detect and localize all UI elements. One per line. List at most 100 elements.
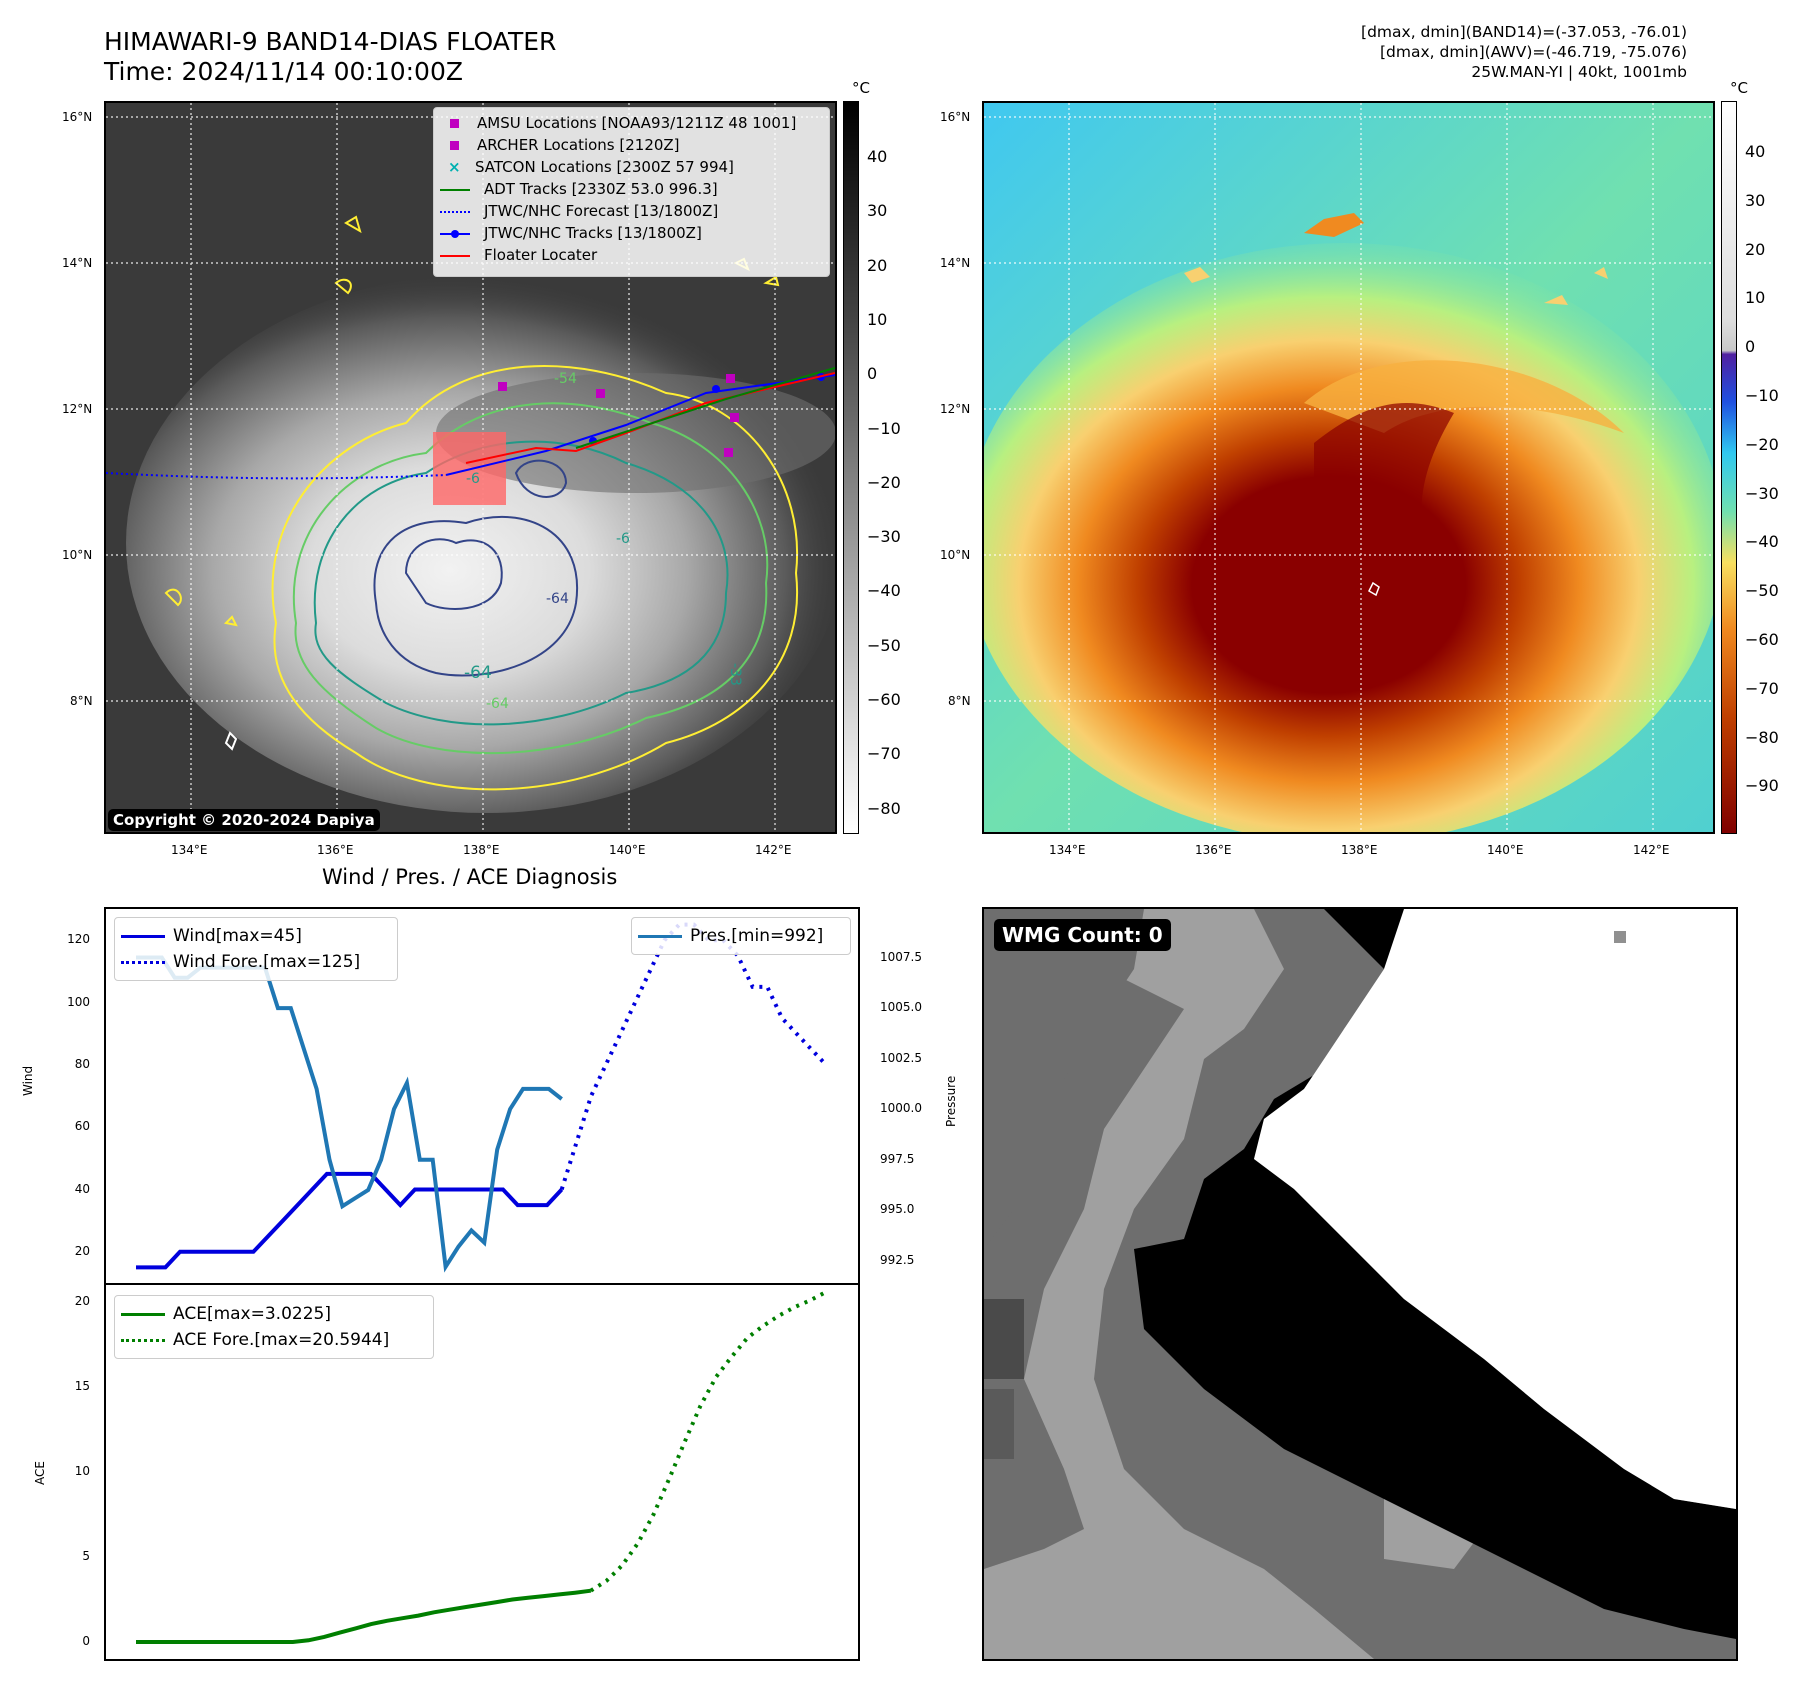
right-colorbar-tick-3: 10 — [1745, 288, 1766, 308]
awv-lat-label-10: 10°N — [940, 548, 971, 562]
left-colorbar-tick-5: −10 — [867, 418, 901, 438]
diagnosis-title: Wind / Pres. / ACE Diagnosis — [322, 865, 618, 889]
contour-label-3: -6 — [466, 471, 480, 487]
figure-title-line1: HIMAWARI-9 BAND14-DIAS FLOATER — [104, 27, 557, 56]
left-colorbar-tick-10: −60 — [867, 690, 901, 709]
ace-tick-1: 15 — [74, 1379, 90, 1393]
ace-tick-4: 0 — [82, 1634, 90, 1648]
right-colorbar-unit: °C — [1730, 79, 1748, 97]
right-colorbar-tick-11: −70 — [1745, 678, 1779, 698]
pressure-line — [136, 955, 563, 1273]
legend-amsu: AMSU Locations [NOAA93/1211Z 48 1001] — [450, 114, 796, 132]
awv-lat-label-16: 16°N — [940, 110, 971, 124]
legend-tracks: JTWC/NHC Tracks [13/1800Z] — [440, 224, 702, 242]
wind-tick-3: 60 — [74, 1119, 90, 1134]
map-legend: AMSU Locations [NOAA93/1211Z 48 1001] AR… — [433, 107, 830, 277]
lon-label-140: 140°E — [609, 843, 646, 857]
dmax-band14-label: [dmax, dmin](BAND14)=(-37.053, -76.01) — [1361, 23, 1687, 41]
right-colorbar-tick-8: −40 — [1745, 532, 1779, 552]
left-colorbar-tick-1: 30 — [867, 201, 888, 221]
legend-archer: ARCHER Locations [2120Z] — [450, 136, 680, 154]
awv-lon-label-138: 138°E — [1341, 843, 1378, 857]
lat-label-8: 8°N — [70, 694, 93, 708]
ace-observed-line — [136, 1588, 592, 1644]
ace-axis-label: ACE — [33, 1461, 47, 1485]
contour-label-7: -33 — [727, 663, 743, 686]
wind-legend-forecast: Wind Fore.[max=125] — [121, 952, 360, 972]
pressure-tick-0: 1007.5 — [880, 949, 922, 964]
awv-lon-label-140: 140°E — [1487, 843, 1524, 857]
left-colorbar — [843, 101, 859, 834]
left-colorbar-tick-4: 0 — [867, 364, 878, 384]
left-colorbar-tick-11: −70 — [867, 744, 901, 764]
left-colorbar-tick-0: 40 — [867, 147, 888, 166]
storm-info-label: 25W.MAN-YI | 40kt, 1001mb — [1471, 63, 1687, 81]
lat-label-14: 14°N — [62, 256, 93, 270]
wind-pressure-panel: Wind[max=45] Wind Fore.[max=125] Pres.[m… — [104, 907, 860, 1285]
right-colorbar-tick-2: 20 — [1745, 239, 1766, 259]
copyright-badge: Copyright © 2020-2024 Dapiya — [108, 809, 380, 831]
pressure-tick-5: 995.0 — [880, 1202, 915, 1217]
wind-tick-1: 100 — [67, 994, 90, 1009]
pressure-legend: Pres.[min=992] — [631, 917, 851, 955]
right-colorbar-tick-12: −80 — [1745, 727, 1779, 747]
right-colorbar-tick-5: −10 — [1745, 386, 1779, 405]
wmg-count-badge: WMG Count: 0 — [994, 919, 1171, 951]
contour-label-6: -64 — [486, 696, 509, 712]
ace-legend-observed: ACE[max=3.0225] — [121, 1304, 331, 1324]
wmg-image — [984, 909, 1736, 1659]
awv-lat-label-8: 8°N — [948, 694, 971, 708]
floater-line-icon — [440, 254, 470, 257]
right-colorbar-tick-0: 40 — [1745, 142, 1766, 161]
left-colorbar-tick-3: 10 — [867, 309, 888, 329]
right-colorbar-tick-6: −20 — [1745, 434, 1779, 454]
pressure-legend-item: Pres.[min=992] — [638, 926, 823, 946]
wind-tick-2: 80 — [74, 1056, 90, 1071]
wind-observed-line — [136, 1171, 564, 1270]
wind-legend: Wind[max=45] Wind Fore.[max=125] — [114, 917, 398, 981]
awv-lat-label-12: 12°N — [940, 402, 971, 416]
right-colorbar-tick-13: −90 — [1745, 776, 1779, 796]
left-colorbar-unit: °C — [852, 79, 870, 97]
left-colorbar-tick-8: −40 — [867, 581, 901, 601]
contour-label-2: -64 — [464, 663, 492, 683]
lon-label-142: 142°E — [755, 843, 792, 857]
pressure-tick-1: 1005.0 — [880, 1000, 922, 1015]
right-colorbar — [1721, 101, 1737, 834]
contour-label-1: -54 — [554, 371, 577, 387]
band14-map-panel: -54 -64 -6 -6 -64 -64 -33 AMSU Locations… — [104, 101, 837, 834]
amsu-marker-icon — [450, 119, 459, 128]
lon-label-138: 138°E — [463, 843, 500, 857]
dmax-awv-label: [dmax, dmin](AWV)=(-46.719, -75.076) — [1380, 43, 1687, 61]
left-colorbar-tick-12: −80 — [867, 798, 901, 818]
lon-label-136: 136°E — [317, 843, 354, 857]
lat-label-16: 16°N — [62, 110, 93, 124]
wind-tick-0: 120 — [67, 932, 90, 947]
awv-map-image — [984, 103, 1713, 832]
ace-forecast-line — [589, 1290, 827, 1593]
left-colorbar-tick-9: −50 — [867, 635, 901, 655]
right-colorbar-tick-7: −30 — [1745, 483, 1779, 503]
pressure-tick-3: 1000.0 — [880, 1101, 922, 1116]
legend-satcon: × SATCON Locations [2300Z 57 994] — [448, 158, 734, 176]
contour-label-4: -6 — [616, 531, 630, 547]
wind-tick-4: 40 — [74, 1181, 90, 1196]
ace-tick-3: 5 — [82, 1549, 90, 1563]
awv-lon-label-142: 142°E — [1633, 843, 1670, 857]
right-colorbar-tick-10: −60 — [1745, 630, 1779, 649]
wind-legend-observed: Wind[max=45] — [121, 926, 302, 946]
lat-label-10: 10°N — [62, 548, 93, 562]
left-colorbar-tick-2: 20 — [867, 255, 888, 275]
forecast-line-icon — [440, 210, 470, 213]
right-colorbar-tick-9: −50 — [1745, 581, 1779, 601]
wind-tick-5: 20 — [74, 1243, 90, 1258]
figure-title-line2: Time: 2024/11/14 00:10:00Z — [104, 57, 463, 86]
pressure-tick-2: 1002.5 — [880, 1050, 922, 1065]
legend-forecast: JTWC/NHC Forecast [13/1800Z] — [440, 202, 718, 220]
left-colorbar-tick-6: −20 — [867, 472, 901, 492]
wind-axis-label: Wind — [21, 1065, 35, 1096]
pressure-tick-4: 997.5 — [880, 1151, 915, 1166]
adt-line-icon — [440, 188, 470, 191]
ace-tick-0: 20 — [74, 1294, 90, 1308]
legend-adt: ADT Tracks [2330Z 53.0 996.3] — [440, 180, 718, 198]
